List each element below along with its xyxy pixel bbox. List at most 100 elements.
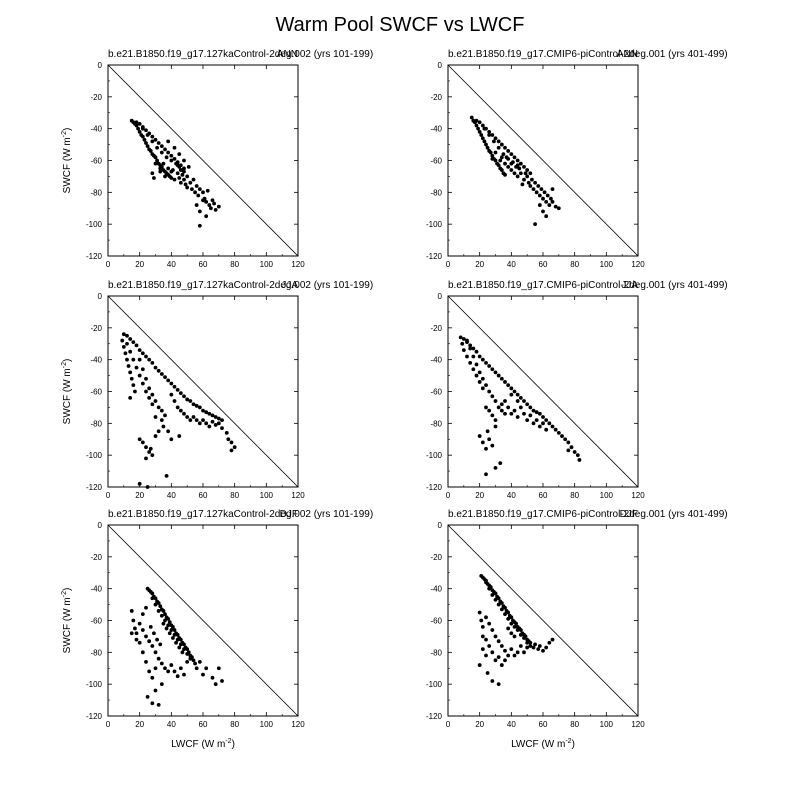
data-point — [156, 141, 161, 145]
scatter-points — [477, 574, 555, 687]
data-point — [490, 133, 495, 137]
data-point — [172, 157, 177, 161]
data-point — [152, 176, 156, 180]
data-point — [150, 392, 155, 397]
data-point — [506, 617, 511, 621]
data-point — [144, 141, 148, 145]
data-point — [153, 666, 158, 671]
data-point — [172, 399, 177, 403]
data-point — [164, 155, 169, 160]
panel-title: b.e21.B1850.f19_g17.127kaControl-2deg.00… — [108, 280, 373, 291]
data-point — [197, 223, 202, 228]
x-tick-label: 0 — [446, 720, 451, 729]
data-point — [186, 164, 191, 169]
data-point — [171, 624, 175, 629]
data-point — [148, 149, 153, 153]
data-point — [136, 126, 140, 131]
data-point — [563, 437, 568, 442]
data-point — [534, 410, 539, 415]
data-point — [487, 129, 492, 134]
data-point — [541, 415, 545, 419]
data-point — [137, 121, 142, 126]
data-point — [465, 354, 469, 359]
data-point — [126, 364, 131, 368]
data-point — [531, 408, 536, 413]
data-point — [205, 188, 210, 193]
data-point — [534, 418, 539, 423]
data-point — [194, 666, 199, 671]
data-point — [166, 150, 171, 155]
data-point — [201, 198, 205, 203]
data-point — [134, 123, 139, 128]
data-point — [185, 647, 190, 652]
data-point — [137, 481, 142, 486]
data-point — [134, 120, 139, 125]
data-point — [484, 446, 488, 451]
y-tick-label: -100 — [426, 220, 443, 229]
data-point — [549, 196, 553, 201]
data-point — [458, 335, 463, 340]
data-point — [213, 682, 218, 687]
data-point — [506, 405, 511, 410]
data-point — [528, 171, 533, 176]
x-tick-label: 60 — [199, 260, 208, 269]
x-tick-label: 0 — [446, 491, 451, 500]
data-point — [490, 153, 495, 158]
data-point — [569, 445, 574, 450]
data-point — [194, 418, 199, 423]
data-point — [172, 177, 177, 182]
data-point — [210, 419, 215, 424]
data-point — [465, 338, 469, 343]
panel-title: b.e21.B1850.f19_g17.CMIP6-piControl-2deg… — [448, 49, 728, 60]
data-point — [544, 214, 549, 219]
x-tick-label: 60 — [199, 720, 208, 729]
scatter-points — [458, 335, 582, 477]
data-point — [560, 434, 564, 438]
data-point — [525, 645, 530, 650]
data-point — [504, 155, 509, 160]
data-point — [125, 341, 129, 346]
data-point — [153, 415, 158, 419]
data-point — [496, 655, 501, 660]
data-point — [487, 389, 492, 394]
data-point — [553, 427, 558, 432]
data-point — [468, 360, 473, 365]
data-point — [490, 593, 495, 597]
data-point — [499, 376, 504, 381]
data-point — [188, 180, 193, 185]
x-tick-label: 60 — [539, 260, 548, 269]
data-point — [175, 632, 180, 637]
data-point — [172, 145, 177, 150]
data-point — [487, 586, 492, 591]
data-point — [496, 639, 501, 644]
data-point — [547, 421, 552, 426]
data-point — [503, 648, 507, 653]
x-tick-label: 100 — [260, 720, 274, 729]
panel-title: b.e21.B1850.f19_g17.127kaControl-2deg.00… — [108, 509, 373, 520]
data-point — [175, 674, 180, 679]
data-point — [487, 621, 492, 626]
data-point — [484, 360, 488, 365]
data-point — [493, 399, 498, 403]
data-point — [212, 201, 216, 206]
data-point — [477, 380, 482, 384]
data-point — [174, 640, 178, 645]
data-point — [484, 615, 488, 620]
data-point — [572, 450, 577, 454]
data-point — [518, 644, 523, 648]
data-point — [485, 145, 490, 150]
data-point — [172, 669, 177, 674]
y-tick-label: -60 — [90, 617, 102, 626]
reference-line — [447, 64, 639, 257]
data-point — [512, 389, 517, 394]
data-point — [477, 610, 482, 615]
data-point — [125, 357, 129, 362]
x-tick-label: 0 — [106, 260, 111, 269]
data-point — [477, 370, 482, 375]
y-axis-label: SWCF (W m-2) — [61, 128, 73, 194]
data-point — [201, 418, 205, 423]
data-point — [503, 161, 507, 166]
data-point — [480, 647, 485, 652]
data-point — [185, 659, 190, 664]
x-tick-label: 60 — [539, 491, 548, 500]
